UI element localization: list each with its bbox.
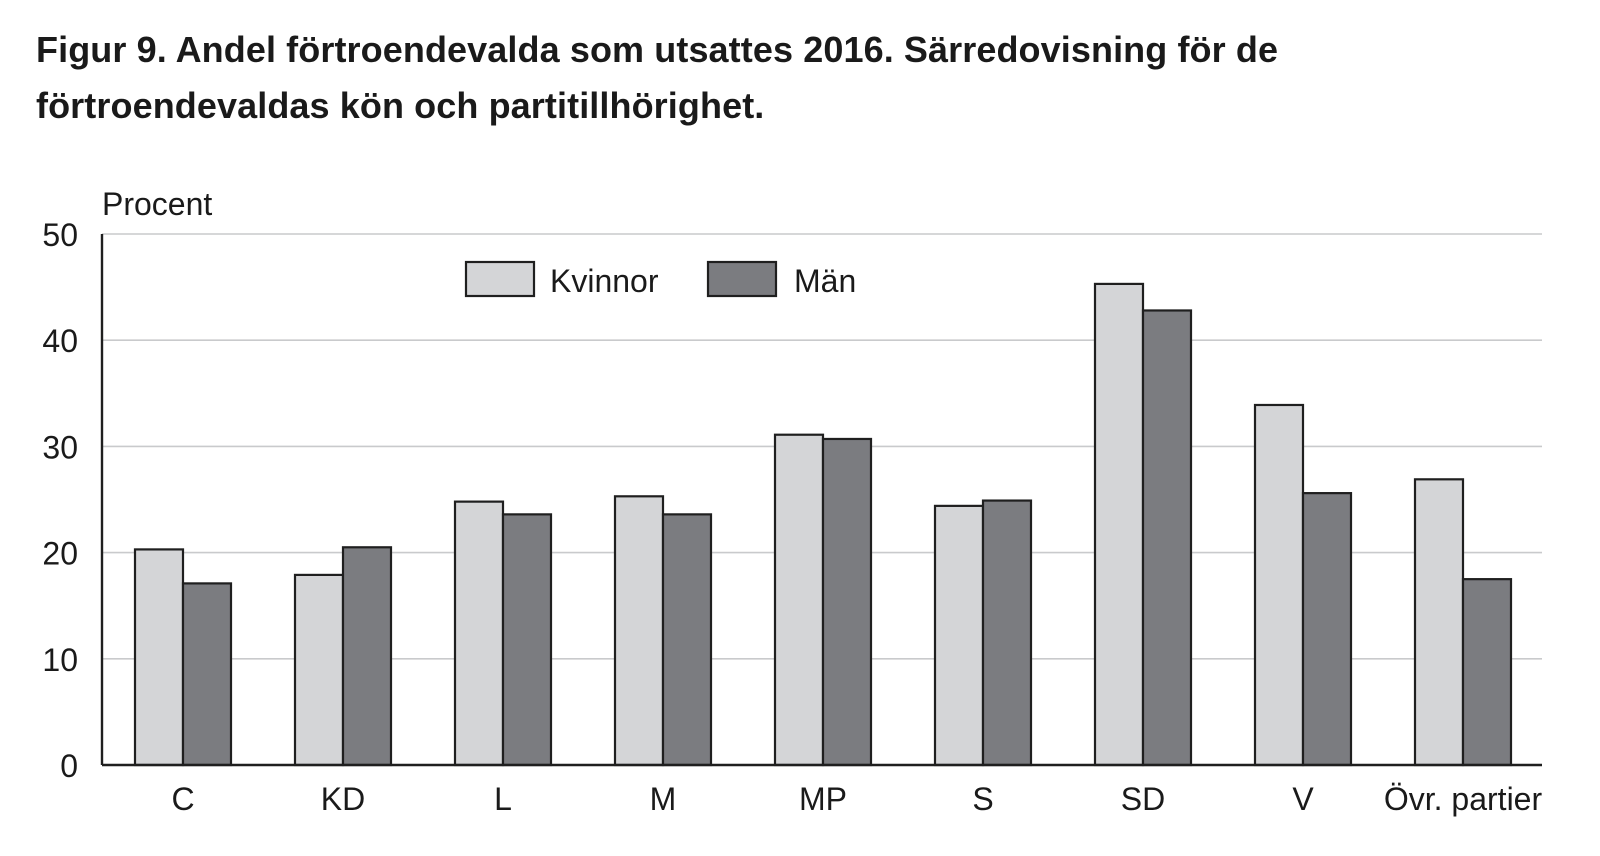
legend-label-man: Män: [794, 263, 856, 299]
y-tick-label: 20: [42, 536, 78, 572]
x-category-label: Övr. partier: [1384, 781, 1543, 817]
bar-kvinnor-6: [1093, 282, 1145, 767]
x-category-label: C: [171, 781, 194, 817]
bars: [133, 282, 1513, 767]
x-category-label: S: [972, 781, 993, 817]
bar-man-2: [501, 513, 553, 767]
bar-man-0: [181, 582, 233, 767]
axes: 0 10 20 30 40 50 C KD L M MP S SD V Övr. partier Procen…: [42, 186, 1542, 817]
legend-swatch-man: [706, 260, 778, 298]
bar-kvinnor-1: [293, 573, 345, 767]
figure-title-line-2: förtroendevaldas kön och partitillhörigh…: [36, 85, 765, 126]
bar-kvinnor-5: [933, 504, 985, 767]
bar-man-6: [1141, 309, 1193, 767]
y-tick-label: 40: [42, 323, 78, 359]
x-category-label: M: [650, 781, 677, 817]
bar-kvinnor-3: [613, 495, 665, 767]
y-tick-label: 50: [42, 217, 78, 253]
x-category-label: KD: [321, 781, 365, 817]
legend: Kvinnor Män: [464, 260, 856, 299]
y-tick-label: 0: [60, 748, 78, 784]
x-category-label: MP: [799, 781, 847, 817]
x-category-label: SD: [1121, 781, 1165, 817]
bar-man-4: [821, 437, 873, 767]
figure-title: Figur 9. Andel förtroendevalda som utsat…: [36, 22, 1536, 134]
y-tick-label: 10: [42, 642, 78, 678]
bar-man-3: [661, 513, 713, 767]
bar-kvinnor-7: [1253, 403, 1305, 767]
bar-kvinnor-8: [1413, 478, 1465, 767]
legend-swatch-kvinnor: [464, 260, 536, 298]
bar-kvinnor-2: [453, 500, 505, 767]
bar-kvinnor-0: [133, 548, 185, 767]
figure-title-line-1: Figur 9. Andel förtroendevalda som utsat…: [36, 29, 1279, 70]
x-category-label: L: [494, 781, 512, 817]
legend-label-kvinnor: Kvinnor: [550, 263, 659, 299]
bar-man-5: [981, 499, 1033, 767]
y-tick-label: 30: [42, 429, 78, 465]
bar-man-7: [1301, 492, 1353, 767]
y-axis-label: Procent: [102, 186, 212, 222]
bar-man-8: [1461, 578, 1513, 767]
bar-kvinnor-4: [773, 433, 825, 767]
bar-man-1: [341, 546, 393, 767]
x-category-label: V: [1292, 781, 1314, 817]
